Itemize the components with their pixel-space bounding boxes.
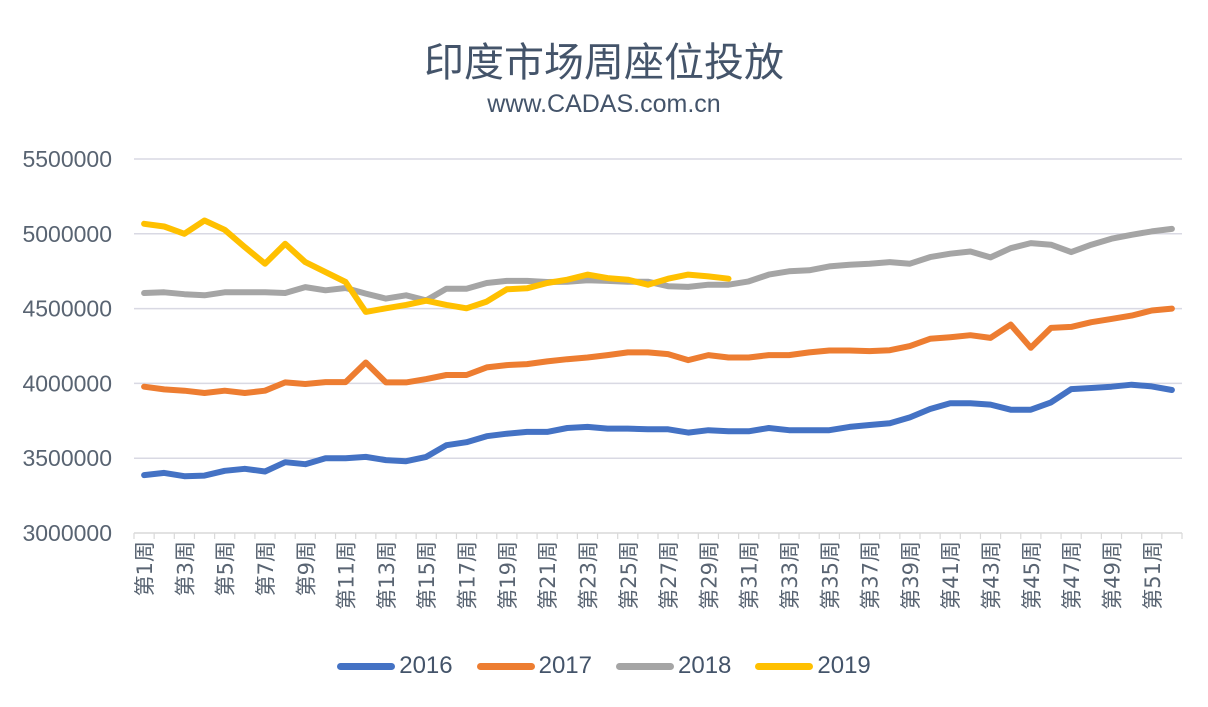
x-tick-label: 第9周 [294, 541, 318, 596]
x-tick-label: 第43周 [980, 541, 1004, 610]
x-tick-label: 第13周 [375, 541, 399, 610]
x-tick-label: 第49周 [1100, 541, 1124, 610]
series-lines [141, 217, 1175, 480]
x-tick-label: 第5周 [214, 541, 238, 596]
series-line-2017 [141, 305, 1175, 396]
x-tick-label: 第41周 [939, 541, 963, 610]
legend-swatch [337, 662, 396, 670]
series-line-2016 [141, 381, 1175, 480]
x-tick-label: 第51周 [1141, 541, 1165, 610]
x-tick-label: 第1周 [133, 541, 157, 596]
x-tick-label: 第29周 [697, 541, 721, 610]
gridlines [134, 158, 1182, 459]
legend-swatch [755, 662, 814, 670]
legend: 2016 2017 2018 2019 [0, 652, 1208, 680]
y-tick-label: 5500000 [22, 146, 112, 172]
x-tick-label: 第27周 [657, 541, 681, 610]
x-tick-label: 第23周 [576, 541, 600, 610]
chart-title: 印度市场周座位投放 [424, 40, 784, 86]
x-tick-label: 第35周 [818, 541, 842, 610]
chart-subtitle: www.CADAS.com.cn [487, 90, 721, 118]
x-tick-label: 第11周 [335, 541, 359, 610]
x-tick-label: 第47周 [1060, 541, 1084, 610]
x-tick-label: 第25周 [617, 541, 641, 610]
x-tick-label: 第19周 [496, 541, 520, 610]
series-line-2018 [141, 225, 1175, 304]
x-tick-label: 第39周 [899, 541, 923, 610]
y-tick-label: 4500000 [22, 296, 112, 322]
y-tick-label: 3000000 [22, 520, 112, 546]
legend-item-2018: 2018 [616, 652, 731, 680]
legend-item-2017: 2017 [476, 652, 592, 680]
x-axis: 第1周 第3周 第5周 第7周 第9周 第11周 第13周 第15周 第17周 第19周 第21周第… [133, 532, 1183, 610]
x-tick-label: 第7周 [254, 541, 278, 596]
legend-label: 2016 [399, 652, 453, 679]
x-tick-label: 第31周 [738, 541, 762, 610]
legend-swatch [476, 662, 535, 670]
x-tick-label: 第17周 [456, 541, 480, 610]
legend-item-2019: 2019 [755, 652, 871, 680]
y-tick-label: 4000000 [22, 370, 112, 396]
y-tick-label: 3500000 [22, 445, 112, 471]
legend-label: 2019 [817, 652, 871, 679]
x-tick-label: 第15周 [415, 541, 439, 610]
y-tick-label: 5000000 [22, 221, 112, 247]
legend-label: 2018 [678, 652, 732, 679]
x-tick-label: 第3周 [173, 541, 197, 596]
x-tick-label: 第33周 [778, 541, 802, 610]
y-axis: 3000000 3500000 4000000 4500000 5000000 55000… [22, 146, 112, 546]
series-line-2019 [141, 217, 732, 315]
x-tick-label: 第21周 [536, 541, 560, 610]
legend-item-2016: 2016 [337, 652, 453, 680]
x-tick-label: 第37周 [859, 541, 883, 610]
legend-label: 2017 [538, 652, 592, 679]
x-tick-label: 第45周 [1020, 541, 1044, 610]
legend-swatch [616, 662, 674, 670]
